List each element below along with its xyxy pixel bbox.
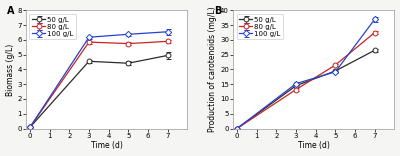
Text: A: A (7, 6, 14, 16)
Legend: 50 g/L, 80 g/L, 100 g/L: 50 g/L, 80 g/L, 100 g/L (236, 14, 283, 39)
Y-axis label: Production of carotenoids (mg/L): Production of carotenoids (mg/L) (208, 7, 217, 132)
Legend: 50 g/L, 80 g/L, 100 g/L: 50 g/L, 80 g/L, 100 g/L (30, 14, 76, 39)
Y-axis label: Biomass (g/L): Biomass (g/L) (6, 43, 14, 96)
X-axis label: Time (d): Time (d) (298, 141, 330, 150)
Text: B: B (214, 6, 221, 16)
X-axis label: Time (d): Time (d) (91, 141, 123, 150)
